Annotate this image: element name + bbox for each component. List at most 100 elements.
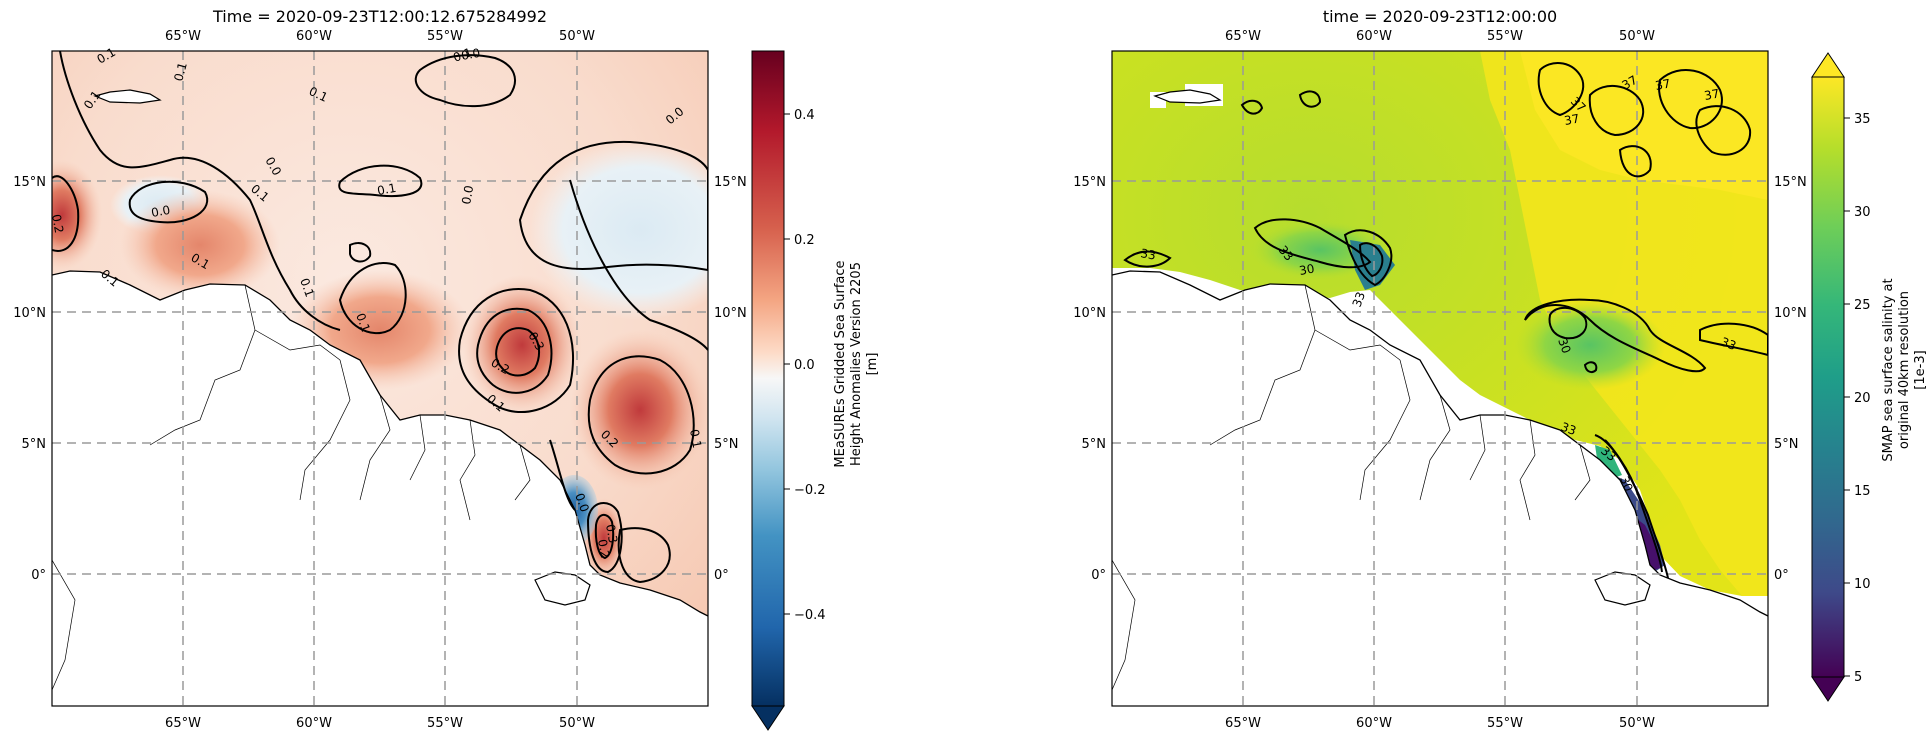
colorbar-tick-label: −0.4: [794, 608, 826, 623]
lat-tick-label: 5°N: [714, 437, 739, 452]
contour-label: 33: [1139, 246, 1156, 262]
colorbar-sss-extend-bottom: [1811, 676, 1845, 702]
lat-tick-label: 10°N: [714, 306, 747, 321]
contour-label: 0.1: [353, 311, 373, 334]
contour-label: 37: [1563, 112, 1580, 128]
ssh-low-east: [530, 140, 708, 320]
ssh-mid-west: [120, 190, 280, 300]
contour-label: 33: [1559, 420, 1578, 438]
lat-tick-label: 5°N: [1082, 437, 1107, 452]
contour-label: 30: [1617, 474, 1635, 493]
contour-label: 0.1: [171, 61, 189, 83]
lat-tick-label: 15°N: [1073, 175, 1106, 190]
ssh-high-west-edge: [52, 160, 102, 270]
colorbar-sss-gradient: [1811, 76, 1845, 678]
contour-label: 0.2: [49, 213, 66, 234]
lat-tick-label: 5°N: [22, 437, 47, 452]
lon-tick-label: 50°W: [1619, 29, 1655, 44]
contour-label: 30: [1298, 262, 1315, 278]
lat-tick-label: 0°: [714, 568, 729, 583]
panel-ssh-anomaly: Time = 2020-09-23T12:00:12.675284992: [13, 7, 880, 731]
colorbar-label: MEaSUREs Gridded Sea Surface: [833, 260, 848, 467]
map-2-top-lon-labels: 65°W 60°W 55°W 50°W: [1225, 29, 1655, 44]
lon-tick-label: 60°W: [1356, 29, 1392, 44]
colorbar-ssh-extend-bottom: [751, 705, 785, 731]
country-borders-1: [52, 284, 531, 691]
contour-label: 0.1: [297, 276, 317, 299]
sss-highest-ne: [1520, 51, 1768, 200]
lon-tick-label: 50°W: [559, 29, 595, 44]
map-1-top-lon-labels: 65°W 60°W 55°W 50°W: [165, 29, 595, 44]
lon-tick-label: 55°W: [1487, 716, 1523, 731]
colorbar-tick-label: 0.2: [794, 233, 815, 248]
colorbar-tick-label: 20: [1854, 391, 1871, 406]
lon-tick-label: 65°W: [1225, 29, 1261, 44]
panel-1-title: Time = 2020-09-23T12:00:12.675284992: [212, 7, 547, 26]
sss-contours: [1123, 62, 1768, 579]
map-1-gridlines: [52, 51, 708, 706]
map-2-bottom-lon-labels: 65°W 60°W 55°W 50°W: [1225, 716, 1655, 731]
lat-tick-label: 15°N: [714, 175, 747, 190]
ssh-high-east: [570, 330, 708, 490]
contour-label: 37: [1703, 87, 1720, 103]
colorbar-tick-label: 0.4: [794, 108, 815, 123]
lon-tick-label: 50°W: [1619, 716, 1655, 731]
lat-tick-label: 10°N: [13, 306, 46, 321]
caribbean-island-2: [1153, 89, 1222, 104]
lat-tick-label: 10°N: [1774, 306, 1807, 321]
colorbar-tick-label: −0.2: [794, 483, 826, 498]
colorbar-label: SMAP sea surface salinity at: [1881, 278, 1896, 461]
colorbar-tick-label: 0.0: [794, 358, 815, 373]
contour-label: 37: [1654, 77, 1671, 93]
lon-tick-label: 60°W: [296, 716, 332, 731]
colorbar-label: Height Anomalies Version 2205: [849, 262, 864, 466]
map-1-left-lat-labels: 15°N 10°N 5°N 0°: [13, 175, 46, 583]
ssh-high-center: [462, 275, 582, 415]
contour-label: 0.1: [687, 428, 704, 449]
lat-tick-label: 15°N: [13, 175, 46, 190]
colorbar-label: original 40km resolution: [1897, 291, 1912, 449]
contour-label: 37: [1620, 73, 1640, 93]
map-1-frame: [51, 50, 709, 707]
lat-tick-label: 5°N: [1774, 437, 1799, 452]
lat-tick-label: 10°N: [1073, 306, 1106, 321]
lon-tick-label: 65°W: [165, 716, 201, 731]
caribbean-island: [93, 89, 162, 104]
map-2-plot-area: [1112, 51, 1768, 706]
contour-label: 0.1: [376, 181, 397, 198]
lat-tick-label: 0°: [1774, 568, 1789, 583]
colorbar-ssh-gradient: [751, 50, 785, 707]
colorbar-tick-label: 30: [1854, 205, 1871, 220]
contour-label: 33: [1350, 290, 1368, 309]
colorbar-label: [1e-3]: [1913, 350, 1928, 389]
map-2-right-lat-labels: 15°N 10°N 5°N 0°: [1774, 175, 1807, 583]
contour-label: 0.2: [595, 538, 612, 559]
map-2-gridlines: [1112, 51, 1768, 706]
map-1-plot-area: [52, 51, 708, 706]
lon-tick-label: 55°W: [1487, 29, 1523, 44]
colorbar-tick-label: 25: [1854, 298, 1871, 313]
contour-label: 0.0: [150, 203, 171, 220]
contour-label: 30: [1555, 336, 1573, 355]
colorbar-sss-extend-top: [1811, 52, 1845, 78]
colorbar-ssh: 0.4 0.2 0.0 −0.2 −0.4 MEaSUREs Gridded S…: [751, 50, 880, 731]
colorbar-label: [m]: [865, 353, 880, 376]
lat-tick-label: 0°: [31, 568, 46, 583]
contour-label: 0.1: [451, 45, 474, 65]
contour-label: 0.0: [459, 184, 476, 205]
lon-tick-label: 60°W: [1356, 716, 1392, 731]
colorbar-tick-label: 5: [1854, 670, 1862, 685]
ssh-contours: [52, 51, 708, 584]
lat-tick-label: 0°: [1091, 568, 1106, 583]
contour-label: 0.0: [572, 491, 592, 514]
contour-label: 0.3: [603, 523, 620, 544]
sss-plume-band: [1595, 445, 1622, 480]
sss-amazon-plume: [1515, 300, 1665, 390]
contour-label: 0.0: [460, 46, 481, 63]
colorbar-tick-label: 10: [1854, 577, 1871, 592]
colorbar-tick-label: 35: [1854, 112, 1871, 127]
lon-tick-label: 65°W: [165, 29, 201, 44]
panel-sss: time = 2020-09-23T12:00:00: [1073, 7, 1928, 731]
lon-tick-label: 60°W: [296, 29, 332, 44]
